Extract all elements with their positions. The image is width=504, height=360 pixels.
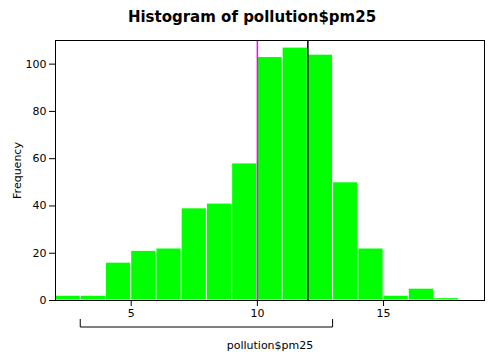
svg-text:60: 60 — [33, 152, 47, 165]
svg-text:80: 80 — [33, 105, 47, 118]
svg-text:pollution$pm25: pollution$pm25 — [227, 339, 314, 352]
svg-text:100: 100 — [26, 58, 47, 71]
svg-text:10: 10 — [250, 307, 264, 320]
svg-text:15: 15 — [377, 307, 391, 320]
svg-text:Frequency: Frequency — [11, 142, 24, 199]
html-text:Histogram of pollution$pm25: Histogram of pollution$pm25 — [127, 8, 377, 26]
svg-text:5: 5 — [128, 307, 135, 320]
svg-text:40: 40 — [33, 199, 47, 212]
svg-text:20: 20 — [33, 247, 47, 260]
svg-text:0: 0 — [40, 294, 47, 307]
